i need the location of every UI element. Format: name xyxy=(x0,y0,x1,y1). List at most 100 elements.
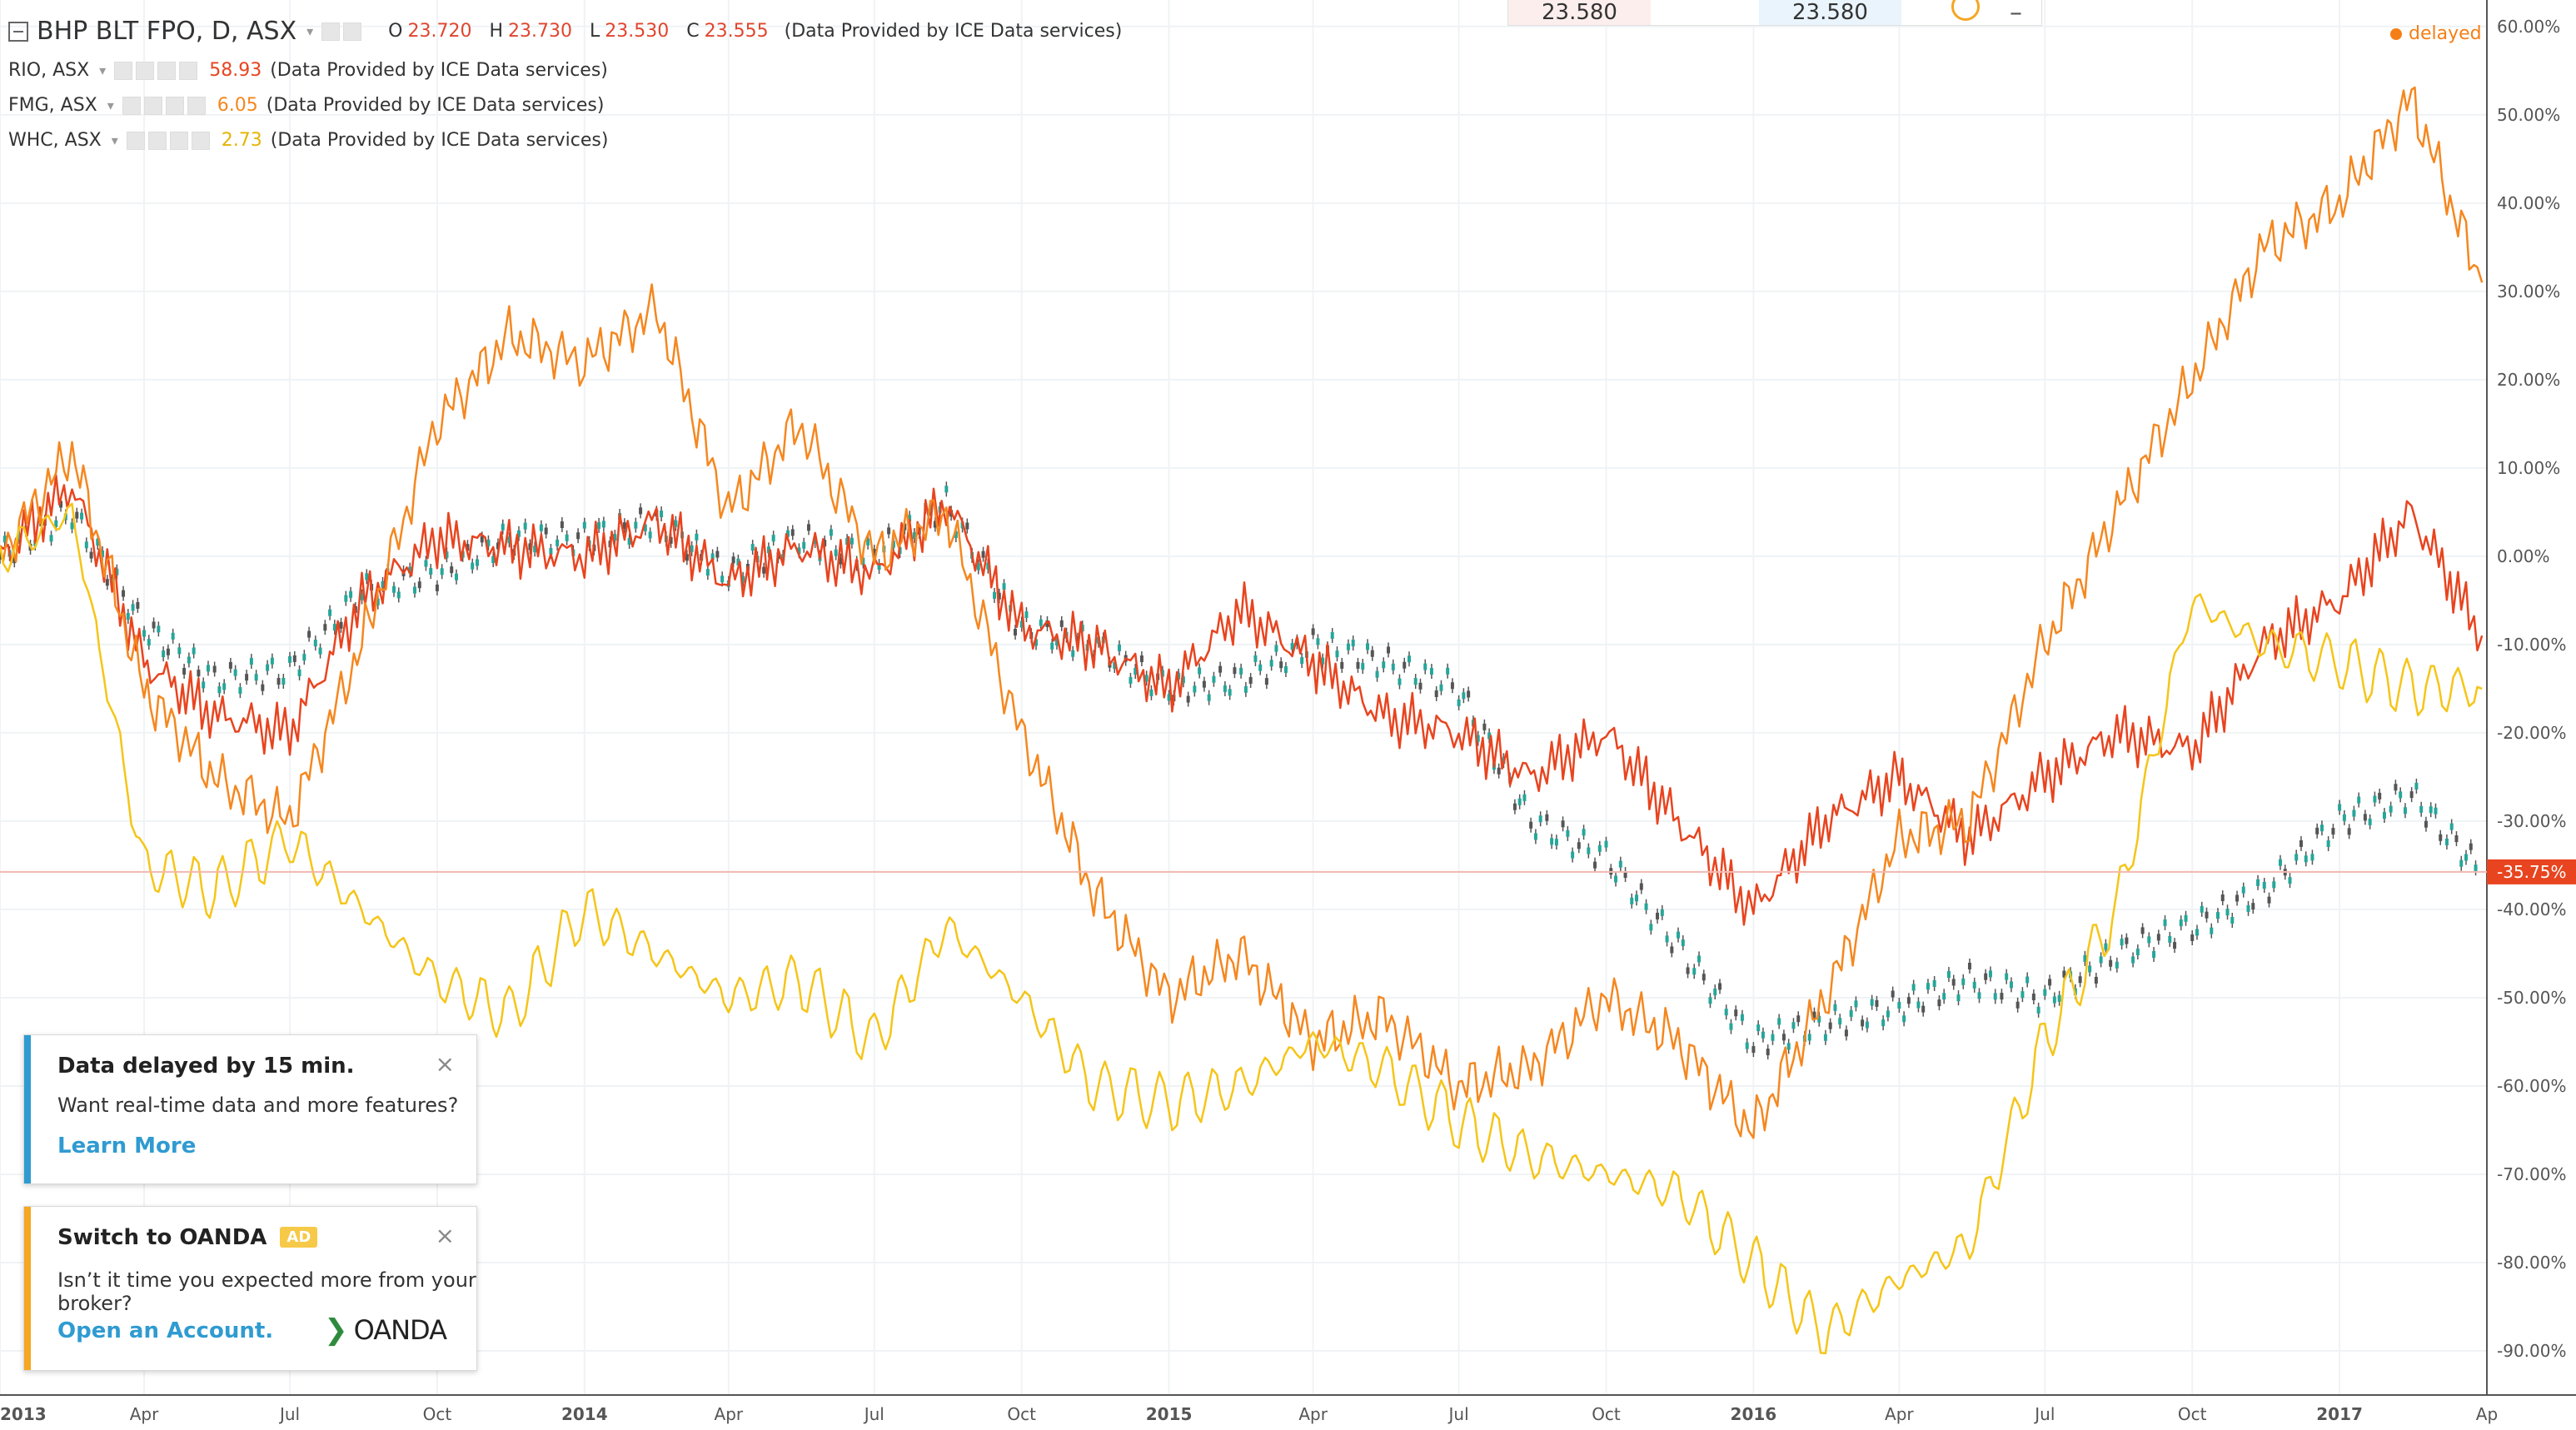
add-icon[interactable] xyxy=(169,131,188,150)
candle-body xyxy=(381,580,385,588)
candle-body xyxy=(54,520,58,527)
delayed-status[interactable]: delayed xyxy=(2390,23,2482,44)
candle-body xyxy=(192,647,196,655)
candle-body xyxy=(1550,838,1554,845)
eye-icon[interactable] xyxy=(321,22,341,41)
candle-body xyxy=(2048,979,2052,986)
legend-buttons xyxy=(321,22,362,41)
close-icon[interactable] xyxy=(179,61,198,80)
candle-body xyxy=(1861,1019,1865,1027)
candle-body xyxy=(1264,678,1268,685)
add-icon[interactable] xyxy=(157,61,177,80)
x-tick-label: Jul xyxy=(2033,1404,2055,1424)
candle-body xyxy=(475,559,479,566)
candle-body xyxy=(613,534,617,541)
candle-body xyxy=(1618,860,1622,868)
candle-body xyxy=(122,590,126,597)
close-icon[interactable] xyxy=(187,96,206,115)
candle-body xyxy=(1942,993,1946,1000)
candle-body xyxy=(2,536,7,543)
minimize-button[interactable]: – xyxy=(2009,0,2022,27)
add-icon[interactable] xyxy=(165,96,184,115)
oanda-logo[interactable]: ❯ OANDA xyxy=(324,1313,447,1347)
compare-symbol-name[interactable]: FMG, ASX xyxy=(8,95,97,116)
candle-body xyxy=(1290,643,1294,650)
candle-body xyxy=(523,522,527,530)
candle-body xyxy=(1984,973,1988,980)
candle-body xyxy=(2278,859,2282,866)
gear-icon[interactable] xyxy=(143,96,162,115)
candle-body xyxy=(2256,879,2260,886)
candle-body xyxy=(2131,956,2135,964)
candle-body xyxy=(307,630,311,638)
candle-body xyxy=(339,621,343,629)
candle-body xyxy=(908,515,912,522)
candle-body xyxy=(1186,695,1190,703)
eye-icon[interactable] xyxy=(122,96,141,115)
candle-body xyxy=(2168,935,2172,943)
chevron-down-icon[interactable]: ▾ xyxy=(111,132,118,148)
candle-body xyxy=(2015,1001,2020,1009)
sell-price[interactable]: 23.580 xyxy=(1508,0,1651,25)
candle-body xyxy=(1665,935,1669,943)
candle-body xyxy=(2000,993,2004,1000)
gear-icon[interactable] xyxy=(147,131,167,150)
candle-body xyxy=(1228,689,1232,696)
candle-body xyxy=(866,538,870,546)
gear-icon[interactable] xyxy=(136,61,155,80)
candle-body xyxy=(1644,903,1648,910)
candle-body xyxy=(332,624,336,631)
candle-body xyxy=(2099,956,2103,964)
y-tick-label: -10.00% xyxy=(2497,635,2566,655)
candle-body xyxy=(2394,784,2398,791)
candle-body xyxy=(850,537,854,545)
close-icon[interactable]: × xyxy=(435,1050,455,1078)
candle-body xyxy=(1039,619,1043,626)
candle-body xyxy=(2205,911,2209,919)
trade-widget[interactable]: 23.580 23.580 – xyxy=(1507,0,2042,27)
candle-body xyxy=(1429,668,1433,675)
compare-legend-rio[interactable]: RIO, ASX ▾ 58.93 (Data Provided by ICE D… xyxy=(8,60,608,81)
open-account-link[interactable]: Open an Account. xyxy=(57,1318,274,1343)
candle-body xyxy=(2267,896,2271,904)
candle-body xyxy=(1865,1021,1869,1029)
eye-icon[interactable] xyxy=(126,131,145,150)
open-value: 23.720 xyxy=(407,21,472,42)
candle-body xyxy=(110,578,114,585)
close-icon[interactable]: × xyxy=(435,1222,455,1249)
buy-price[interactable]: 23.580 xyxy=(1758,0,1901,25)
candle-body xyxy=(1212,675,1216,683)
candle-body xyxy=(1956,994,1961,1002)
candle-body xyxy=(1993,993,1997,1000)
candle-body xyxy=(1512,803,1517,810)
candle-body xyxy=(750,544,755,551)
clock-icon[interactable] xyxy=(1951,0,1980,21)
candle-body xyxy=(1403,661,1407,669)
legend-buttons xyxy=(114,61,198,80)
x-tick-label: 2013 xyxy=(0,1404,47,1424)
gear-icon[interactable] xyxy=(343,22,362,41)
eye-icon[interactable] xyxy=(114,61,133,80)
compare-symbol-name[interactable]: WHC, ASX xyxy=(8,130,102,151)
compare-legend-fmg[interactable]: FMG, ASX ▾ 6.05 (Data Provided by ICE Da… xyxy=(8,95,604,116)
chevron-down-icon[interactable]: ▾ xyxy=(107,97,114,113)
candle-body xyxy=(1002,583,1006,590)
candle-body xyxy=(466,544,470,551)
ohlc-values: O 23.720 H 23.730 L 23.530 C 23.555 (Data Pr… xyxy=(376,21,1122,42)
candle-body xyxy=(1833,1004,1837,1011)
candle-body xyxy=(887,527,891,535)
collapse-legend-button[interactable] xyxy=(8,21,28,42)
main-symbol-name[interactable]: BHP BLT FPO, D, ASX xyxy=(37,17,297,46)
chevron-down-icon[interactable]: ▾ xyxy=(306,23,314,39)
compare-symbol-name[interactable]: RIO, ASX xyxy=(8,60,90,81)
notice-title-text: Switch to OANDA xyxy=(57,1225,267,1250)
close-icon[interactable] xyxy=(191,131,210,150)
candle-body xyxy=(1597,845,1602,852)
learn-more-link[interactable]: Learn More xyxy=(57,1134,197,1158)
compare-legend-whc[interactable]: WHC, ASX ▾ 2.73 (Data Provided by ICE Da… xyxy=(8,130,608,151)
candle-body xyxy=(954,531,958,539)
chevron-down-icon[interactable]: ▾ xyxy=(99,62,107,78)
provider-note: (Data Provided by ICE Data services) xyxy=(266,95,605,116)
